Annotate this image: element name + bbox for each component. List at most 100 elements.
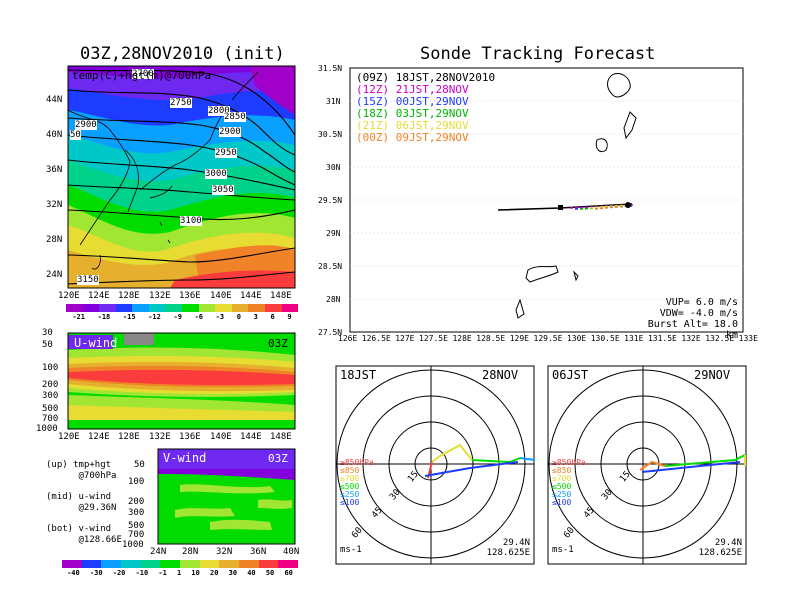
colorbar-tick: 9 bbox=[287, 313, 292, 321]
contour-label: 2900 bbox=[219, 127, 241, 137]
track-lon-label: 126E bbox=[338, 334, 358, 343]
track-lon-label: 130.5E bbox=[590, 334, 620, 343]
colorbar-swatch bbox=[264, 304, 282, 312]
legend-note-up: (up) tmp+hgt @700hPa bbox=[46, 460, 116, 482]
param-burst-alt: Burst Alt= 18.0 km bbox=[647, 319, 738, 341]
colorbar-swatch bbox=[121, 560, 141, 568]
track-lon-label: 126.5E bbox=[361, 334, 391, 343]
map-lon-label: 128E bbox=[118, 291, 140, 301]
vwind-label: V-wind bbox=[163, 451, 207, 465]
hodo-lat: 29.4N bbox=[714, 538, 742, 548]
track-lat-label: 31.5N bbox=[318, 64, 343, 73]
colorbar-swatch bbox=[165, 304, 183, 312]
contour-label: 2750 bbox=[170, 98, 192, 108]
hodo-left-date: 28NOV bbox=[482, 368, 519, 382]
hodo-left-unit: ms-1 bbox=[340, 545, 362, 555]
track-lat-label: 30N bbox=[326, 163, 341, 172]
map-lon-label: 124E bbox=[88, 291, 110, 301]
track-legend-item: (15Z) 00JST,29NOV bbox=[356, 95, 469, 108]
track-lat-label: 27.5N bbox=[318, 328, 343, 337]
hodo-right-location: 29.4N 128.625E bbox=[686, 538, 742, 558]
level-item: ≤500 bbox=[340, 482, 360, 491]
colorbar-tick: 40 bbox=[247, 569, 256, 577]
wind-colorbar bbox=[62, 560, 299, 568]
colorbar-swatch bbox=[101, 560, 122, 568]
track-lon-label: 129.5E bbox=[533, 334, 563, 343]
note-line: v-wind bbox=[78, 524, 112, 534]
colorbar-tick: 3 bbox=[253, 313, 258, 321]
map-frame bbox=[67, 65, 296, 289]
track-lon-label: 131.5E bbox=[647, 334, 677, 343]
hodo-lon: 128.625E bbox=[698, 548, 742, 558]
colorbar-tick: -20 bbox=[112, 569, 126, 577]
colorbar-tick: -21 bbox=[72, 313, 85, 321]
legend-note-mid: (mid) u-wind @29.36N bbox=[46, 492, 116, 514]
note-tag: (bot) bbox=[46, 524, 74, 534]
vwind-x-label: 28N bbox=[182, 547, 199, 557]
uwind-fill bbox=[68, 333, 295, 429]
colorbar-swatch bbox=[231, 304, 249, 312]
colorbar-tick: -18 bbox=[97, 313, 111, 321]
colorbar-tick: 20 bbox=[210, 569, 219, 577]
param-vup: VUP= 6.0 m/s bbox=[665, 297, 738, 308]
contour-label: 2700 bbox=[132, 69, 154, 79]
colorbar-tick: -6 bbox=[194, 313, 204, 321]
map-lon-label: 144E bbox=[240, 291, 262, 301]
map-lat-label: 36N bbox=[46, 165, 63, 175]
track-title: Sonde Tracking Forecast bbox=[420, 44, 656, 64]
uwind-label: U-wind bbox=[74, 336, 118, 350]
track-lon-label: 128E bbox=[452, 334, 472, 343]
map-lon-label: 148E bbox=[270, 291, 292, 301]
uwind-x-label: 128E bbox=[118, 432, 140, 442]
level-item: ≤700 bbox=[552, 474, 572, 483]
track-lat-label: 28.5N bbox=[318, 262, 343, 271]
vwind-y-label: 500 bbox=[128, 521, 145, 531]
track-lat-label: 28N bbox=[326, 295, 341, 304]
vwind-x-label: 32N bbox=[216, 547, 233, 557]
track-lat-label: 31N bbox=[326, 97, 341, 106]
track-lon-label: 133E bbox=[738, 334, 758, 343]
track-grid bbox=[350, 100, 743, 300]
track-lon-label: 130E bbox=[566, 334, 587, 343]
uwind-x-label: 144E bbox=[240, 432, 262, 442]
track-lon-label: 128.5E bbox=[476, 334, 506, 343]
colorbar-tick: -15 bbox=[122, 313, 136, 321]
uwind-y-label: 50 bbox=[42, 340, 53, 350]
level-item: ≤700 bbox=[340, 474, 360, 483]
uwind-x-label: 132E bbox=[149, 432, 171, 442]
colorbar-tick: -9 bbox=[173, 313, 182, 321]
vwind-x-label: 40N bbox=[283, 547, 300, 557]
uwind-y-label: 100 bbox=[42, 363, 59, 373]
level-item: ≤850 bbox=[552, 466, 572, 475]
colorbar-tick: -10 bbox=[135, 569, 149, 577]
track-lon-labels: 126E 126.5E 127E 127.5E 128E 128.5E 129E… bbox=[338, 334, 758, 343]
map-lon-label: 120E bbox=[58, 291, 80, 301]
left-panel-title: 03Z,28NOV2010 (init) bbox=[80, 44, 285, 64]
hodograph-right-trace bbox=[639, 454, 746, 473]
track-legend-item: (09Z) 18JST,28NOV2010 bbox=[356, 71, 496, 84]
map-lat-label: 28N bbox=[46, 235, 63, 245]
uwind-y-label: 30 bbox=[42, 328, 53, 338]
colorbar-swatch bbox=[281, 304, 299, 312]
hodo-left-location: 29.4N 128.625E bbox=[474, 538, 530, 558]
colorbar-swatch bbox=[199, 560, 220, 568]
note-line: u-wind bbox=[78, 492, 112, 502]
level-item: ≤500 bbox=[552, 482, 572, 491]
uwind-frame bbox=[67, 332, 296, 430]
colorbar-swatch bbox=[182, 304, 199, 312]
contour-label: 3150 bbox=[77, 275, 99, 285]
note-tag: (up) bbox=[46, 460, 68, 470]
track-lon-label: 127.5E bbox=[419, 334, 448, 343]
vwind-frame bbox=[157, 448, 296, 545]
vwind-y-label: 200 bbox=[128, 497, 145, 507]
wind-colorbar-labels: -40 -30 -20 -10 -1 1 10 20 30 40 50 60 bbox=[62, 569, 298, 577]
contour-label: 2900 bbox=[75, 120, 97, 130]
colorbar-tick: 0 bbox=[236, 313, 241, 321]
vwind-x-label: 24N bbox=[150, 547, 167, 557]
colorbar-swatch bbox=[140, 560, 161, 568]
hodo-lon: 128.625E bbox=[486, 548, 530, 558]
sonde-tracks bbox=[497, 202, 635, 211]
colorbar-tick: 60 bbox=[284, 569, 293, 577]
colorbar-swatch bbox=[239, 560, 259, 568]
uwind-y-label: 300 bbox=[42, 391, 59, 401]
